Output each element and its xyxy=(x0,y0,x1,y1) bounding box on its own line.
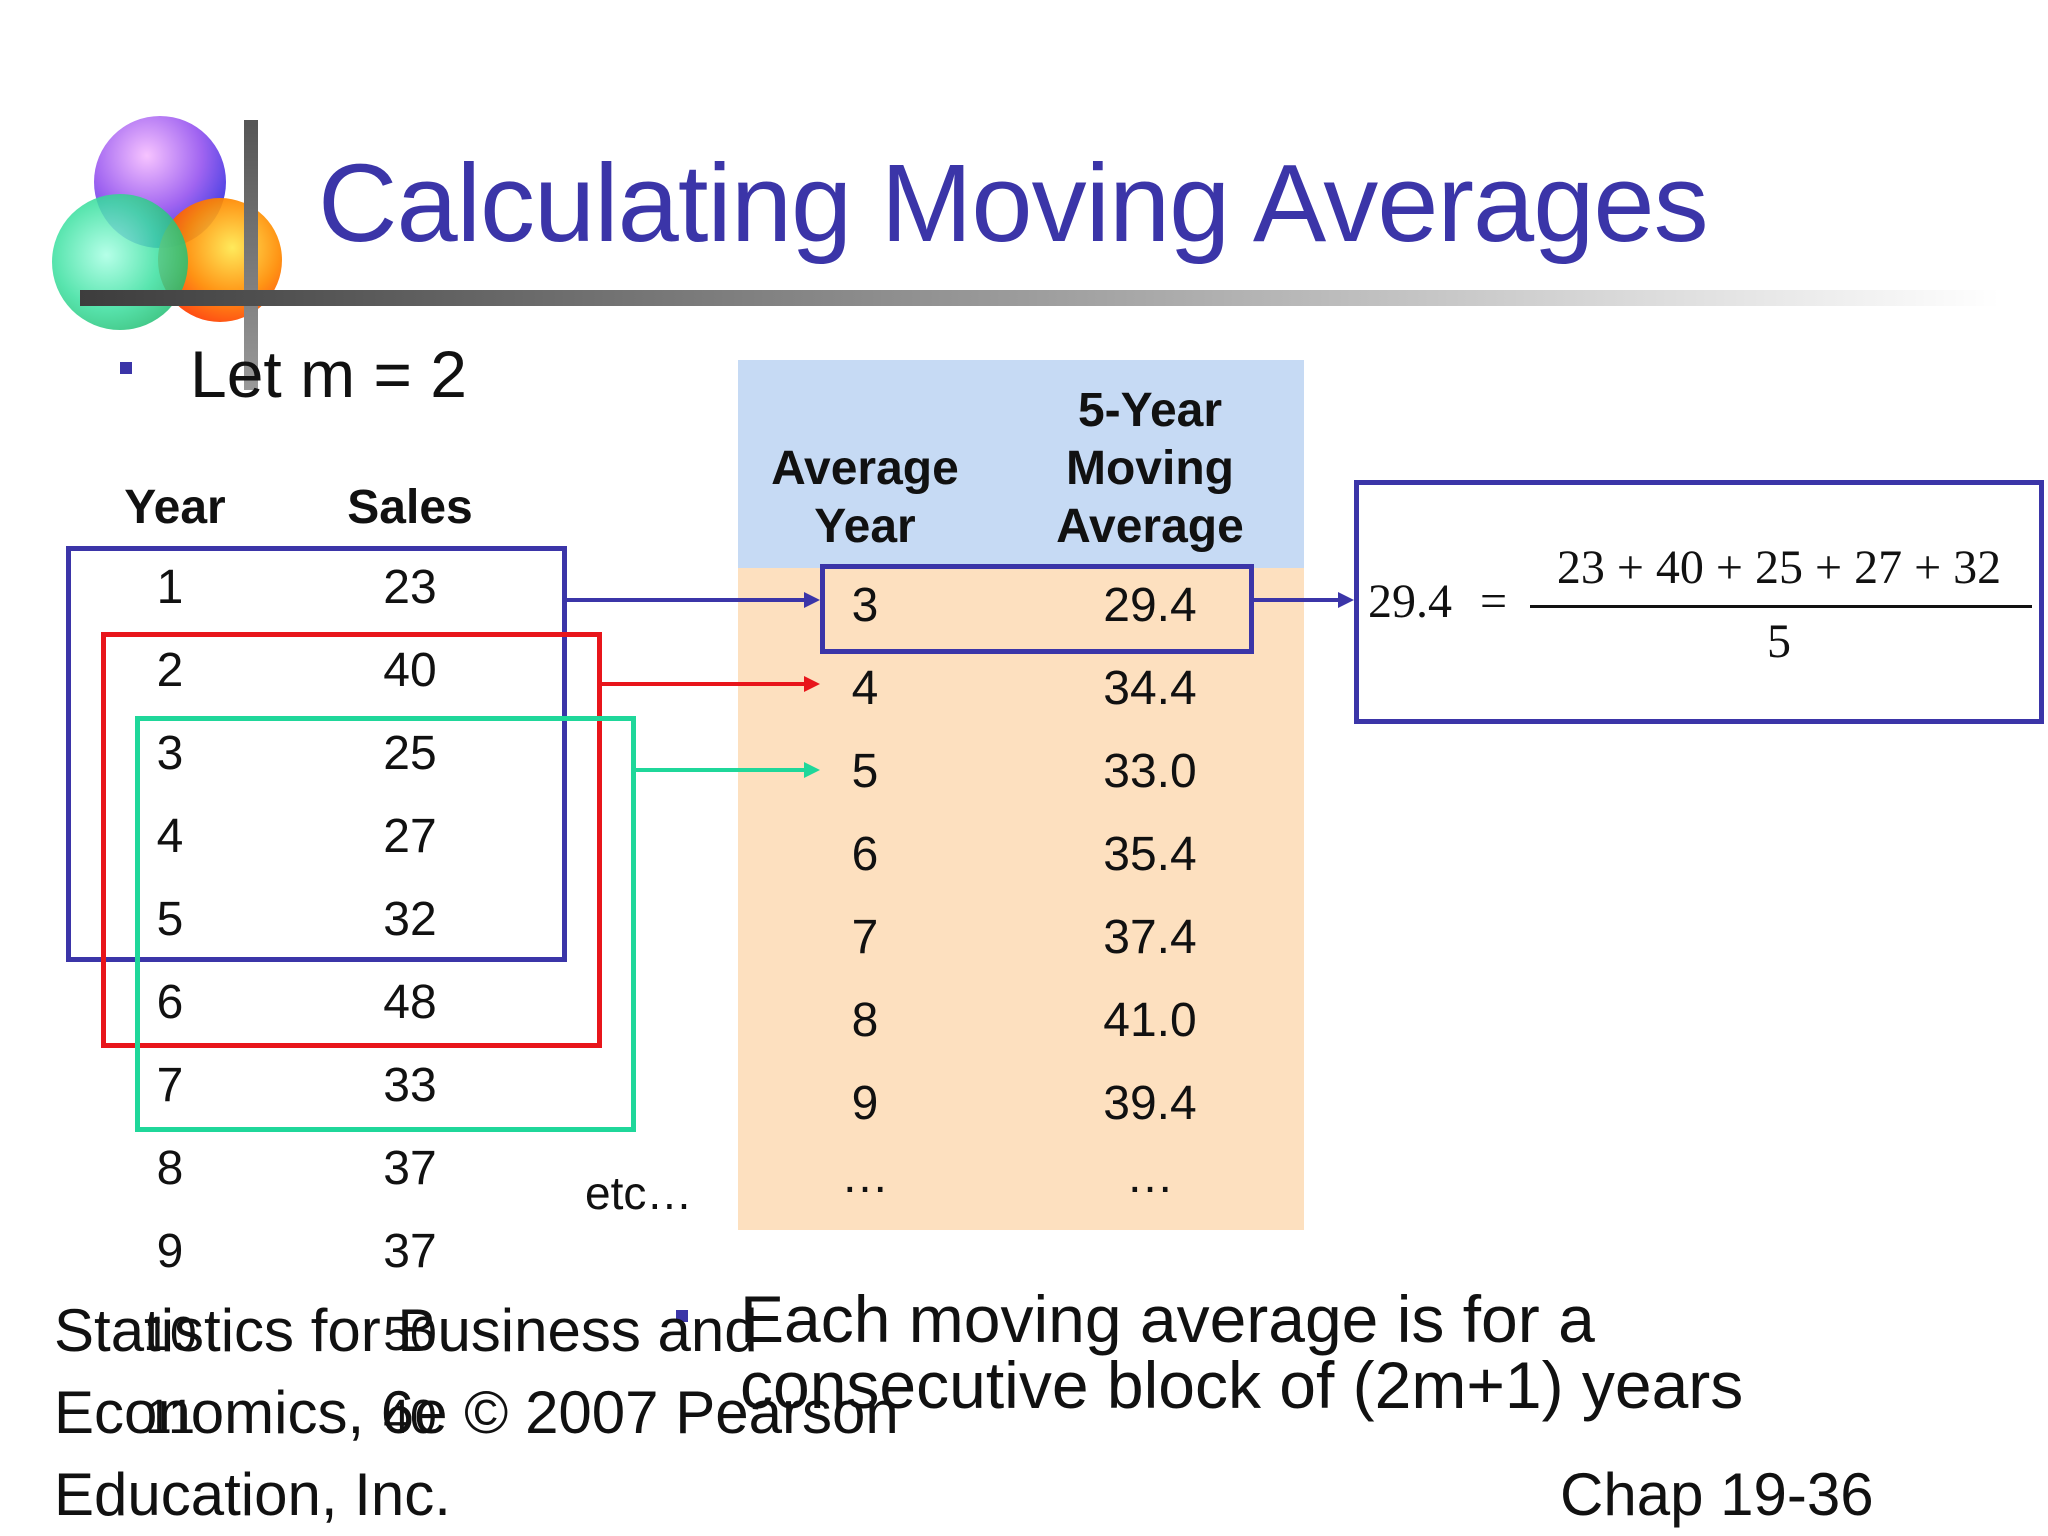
ma-value-cell: 33.0 xyxy=(1103,745,1197,798)
left-year-cell: 3 xyxy=(156,727,184,780)
left-sales-cell: 27 xyxy=(383,810,437,863)
ma-year-cell: 8 xyxy=(851,994,879,1047)
ma-value-cell: 39.4 xyxy=(1103,1077,1197,1130)
etc-label: etc… xyxy=(585,1167,693,1219)
left-year-cell: 11 xyxy=(145,1391,195,1444)
formula-fraction-bar xyxy=(1530,605,2032,608)
ma-year-cell: 7 xyxy=(851,911,879,964)
formula-numerator: 23 + 40 + 25 + 27 + 32 xyxy=(1556,541,2002,594)
formula-equals: = xyxy=(1480,575,1508,628)
left-header-sales: Sales xyxy=(347,481,473,534)
left-year-cell: 5 xyxy=(156,893,184,946)
left-sales-cell: 48 xyxy=(383,976,437,1029)
ma-body-panel xyxy=(738,568,1304,1230)
ma-header-average-year: Average Year xyxy=(771,442,959,553)
left-year-cell: 7 xyxy=(156,1059,184,1112)
footer-left: Statistics for Business and Economics, 6… xyxy=(54,1297,899,1528)
ma-header-moving-average: 5-Year Moving Average xyxy=(1056,384,1244,553)
left-year-cell: 2 xyxy=(156,644,184,697)
note-bullet-icon xyxy=(676,1310,688,1322)
ma-value-cell: … xyxy=(1126,1150,1174,1203)
left-year-cell: 9 xyxy=(156,1225,184,1278)
ma-year-cell: 3 xyxy=(851,579,879,632)
title-vertical-rule xyxy=(244,120,258,390)
left-sales-cell: 33 xyxy=(383,1059,437,1112)
arrow-blue xyxy=(567,592,820,608)
ma-year-cell: 9 xyxy=(851,1077,879,1130)
formula-box xyxy=(1354,480,2044,724)
ma-value-cell: 41.0 xyxy=(1103,994,1197,1047)
ma-year-cell: 4 xyxy=(851,662,879,715)
ma-year-cell: … xyxy=(841,1150,889,1203)
ma-value-cell: 35.4 xyxy=(1103,828,1197,881)
left-sales-cell: 25 xyxy=(383,727,437,780)
left-year-cell: 8 xyxy=(156,1142,184,1195)
ma-value-cell: 37.4 xyxy=(1103,911,1197,964)
slide-title: Calculating Moving Averages xyxy=(318,142,1709,265)
arrow-to-formula xyxy=(1254,592,1354,608)
left-year-cell: 1 xyxy=(156,561,184,614)
footer-right: Chap 19-36 xyxy=(1560,1461,1874,1528)
formula-lhs: 29.4 xyxy=(1368,575,1452,628)
bullet-let-m: Let m = 2 xyxy=(190,337,467,411)
left-header-year: Year xyxy=(124,481,226,534)
formula-denominator: 5 xyxy=(1767,615,1791,668)
left-sales-cell: 50 xyxy=(383,1308,437,1361)
ma-header-panel xyxy=(738,360,1304,568)
ma-value-cell: 34.4 xyxy=(1103,662,1197,715)
bullet-marker-icon xyxy=(120,362,132,374)
left-sales-cell: 32 xyxy=(383,893,437,946)
window-box-blue xyxy=(66,546,567,962)
left-sales-cell: 23 xyxy=(383,561,437,614)
arrow-green xyxy=(636,762,820,778)
left-sales-cell: 40 xyxy=(383,1391,437,1444)
ma-year-cell: 5 xyxy=(851,745,879,798)
left-year-cell: 4 xyxy=(156,810,184,863)
left-sales-cell: 37 xyxy=(383,1225,437,1278)
left-year-cell: 6 xyxy=(156,976,184,1029)
note-text: Each moving average is for a consecutive… xyxy=(740,1282,1744,1422)
left-sales-cell: 37 xyxy=(383,1142,437,1195)
window-box-red xyxy=(101,632,602,1048)
ma-value-cell: 29.4 xyxy=(1103,579,1197,632)
ma-highlight-box xyxy=(820,564,1254,654)
left-year-cell: 10 xyxy=(143,1308,197,1361)
title-underline-rule xyxy=(80,290,2000,306)
arrow-red xyxy=(602,676,820,692)
ma-year-cell: 6 xyxy=(851,828,879,881)
left-sales-cell: 40 xyxy=(383,644,437,697)
window-box-green xyxy=(135,716,636,1132)
